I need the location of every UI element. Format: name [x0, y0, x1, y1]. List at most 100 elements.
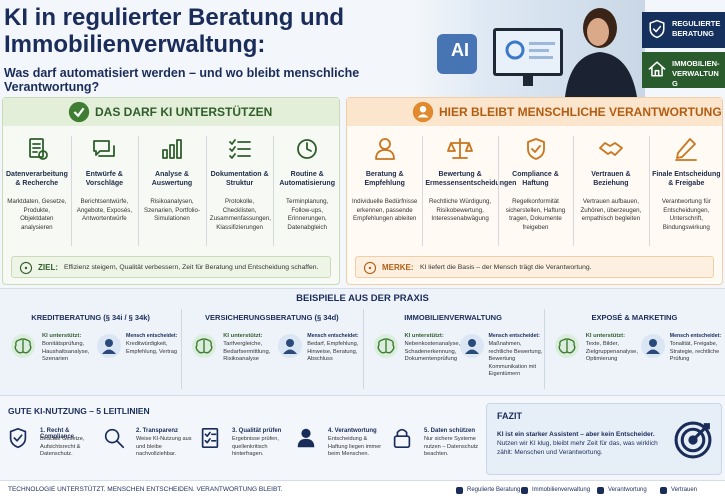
conclusion-lead: KI ist ein starker Assistent – aber kein…: [497, 431, 655, 438]
icon: [102, 426, 126, 455]
ki-text: Texte, Bilder, Zielgruppenanalyse, Optim…: [585, 341, 638, 362]
ki-text: Tarifvergleiche, Bedarfsermittlung, Risi…: [223, 341, 271, 362]
guideline-title: 5. Daten schützen: [424, 428, 476, 434]
guideline-title: 3. Qualität prüfen: [232, 428, 282, 434]
badge-label: IMMOBILIEN-VERWALTUNG: [672, 59, 720, 88]
conclusion: FAZIT KI ist ein starker Assistent – aber…: [486, 403, 722, 475]
icon: [198, 426, 222, 455]
divider: [422, 136, 424, 246]
icon-svg: [201, 427, 219, 449]
ki-label: KI unterstützt:: [42, 333, 82, 339]
item-text: Terminplanung, Follow-ups, Erinnerungen,…: [286, 198, 329, 231]
divider: [497, 136, 499, 246]
conclusion-text: Nutzen wir KI klug, bleibt mehr Zeit für…: [497, 440, 658, 456]
icon-svg: [297, 139, 318, 159]
icon-svg: [11, 334, 35, 358]
ki-label: KI unterstützt:: [585, 333, 626, 339]
icon: [294, 426, 318, 455]
icon-svg: [278, 334, 303, 358]
badge: IMMOBILIEN-VERWALTUNG: [642, 52, 725, 88]
guidelines: GUTE KI-NUTZUNG – 5 LEITLINIEN 1. Recht &…: [0, 400, 480, 476]
legend-dot: [456, 487, 463, 494]
divider: [181, 309, 183, 389]
icon-svg: [228, 139, 251, 159]
divider: [543, 309, 545, 389]
item-title: Dokumentation & Struktur: [210, 171, 269, 187]
human-text: Bedarf, Empfehlung, Hinweise, Beratung, …: [307, 341, 359, 362]
legend-dot: [660, 487, 667, 494]
divider: [70, 136, 72, 246]
icon-svg: [28, 138, 48, 160]
icon: [24, 136, 50, 167]
icon: [554, 333, 580, 364]
legend-dot: [521, 487, 528, 494]
icon-svg: [598, 142, 623, 156]
item-title: Entwürfe & Vorschläge: [85, 171, 123, 187]
guideline-text: Beachte Gesetze, Aufsichtsrecht & Datens…: [40, 436, 85, 457]
icon: [523, 136, 549, 167]
icon-svg: [93, 140, 116, 157]
human-label: Mensch entscheidet:: [669, 333, 722, 339]
item-title: Beratung & Empfehlung: [364, 171, 405, 187]
item-text: Berichtsentwürfe, Angebote, Exposés, Ant…: [76, 198, 133, 222]
ki_panel: DAS DARF KI UNTERSTÜTZEN Datenverarbeitun…: [2, 97, 340, 285]
divider: [648, 136, 650, 246]
item-text: Verantwortung für Entscheidungen, Unters…: [661, 198, 711, 231]
human-label: Mensch entscheidet:: [488, 333, 540, 339]
icon-svg: [374, 138, 395, 160]
legend-label: Vertrauen: [671, 486, 698, 493]
icon: [18, 260, 34, 281]
legend-label: Verantwortung: [608, 486, 647, 493]
icon: [640, 333, 666, 364]
icon-svg: [649, 19, 665, 39]
item-title: Datenverarbeitung & Recherche: [6, 171, 68, 187]
item-title: Analyse & Auswertung: [151, 171, 193, 187]
item-text: Marktdaten, Gesetze, Produkte, Objektdat…: [7, 198, 67, 231]
icon: [91, 136, 117, 167]
badge-label: REGULIERTE BERATUNG: [672, 19, 721, 38]
divider: [362, 309, 364, 389]
icon-svg: [363, 261, 377, 275]
hero-image: [415, 0, 645, 97]
divider: [138, 136, 140, 246]
example-title: EXPOSÉ & MARKETING: [591, 313, 678, 322]
icon-svg: [648, 61, 666, 77]
note-text: KI liefert die Basis – der Mensch trägt …: [420, 263, 592, 271]
panel-title: HIER BLEIBT MENSCHLICHE VERANTWORTUNG: [439, 105, 722, 119]
item-text: Vertrauen aufbauen, Zuhören, überzeugen,…: [580, 198, 642, 222]
examples: BEISPIELE AUS DER PRAXIS KREDITBERATUNG (…: [0, 288, 725, 396]
icon-svg: [459, 334, 484, 358]
ki-label: KI unterstützt:: [223, 333, 263, 339]
icon-svg: [97, 334, 121, 358]
icon: [294, 136, 320, 167]
icon: [96, 333, 122, 364]
divider: [205, 136, 207, 246]
conclusion-title: FAZIT: [497, 411, 522, 421]
human-label: Mensch entscheidet:: [307, 333, 359, 339]
icon: [277, 333, 303, 364]
divider: [573, 136, 575, 246]
icon: [6, 426, 30, 455]
item-text: Risikoanalysen, Szenarien, Portfolio-Sim…: [143, 198, 201, 222]
human-text: Maßnahmen, rechtliche Bewertung, Bewertu…: [488, 341, 543, 377]
icon-svg: [640, 334, 665, 358]
slogan: TECHNOLOGIE UNTERSTÜTZT. MENSCHEN ENTSCH…: [8, 486, 283, 493]
icon: [362, 260, 378, 281]
icon: [459, 333, 485, 364]
icon-svg: [674, 421, 712, 459]
ki-text: Bonitätsprüfung, Haushaltsanalyse, Szena…: [42, 341, 90, 362]
icon-svg: [68, 101, 90, 123]
icon-svg: [393, 428, 411, 449]
panel-header: [3, 98, 339, 126]
item-title: Routine & Automatisierung: [279, 171, 335, 187]
guideline-title: 1. Recht & Compliance: [40, 428, 75, 440]
icon-svg: [412, 101, 434, 123]
item-text: Individuelle Bedürfnisse erkennen, passe…: [352, 198, 418, 222]
legend-label: Immobilienverwaltung: [532, 486, 591, 493]
icon-svg: [675, 138, 698, 161]
item-text: Regelkonformität sicherstellen, Haftung …: [505, 198, 566, 231]
icon-svg: [162, 139, 182, 159]
note: ZIEL: Effizienz steigern, Qualität verbes…: [11, 256, 331, 278]
icon: [372, 136, 398, 167]
